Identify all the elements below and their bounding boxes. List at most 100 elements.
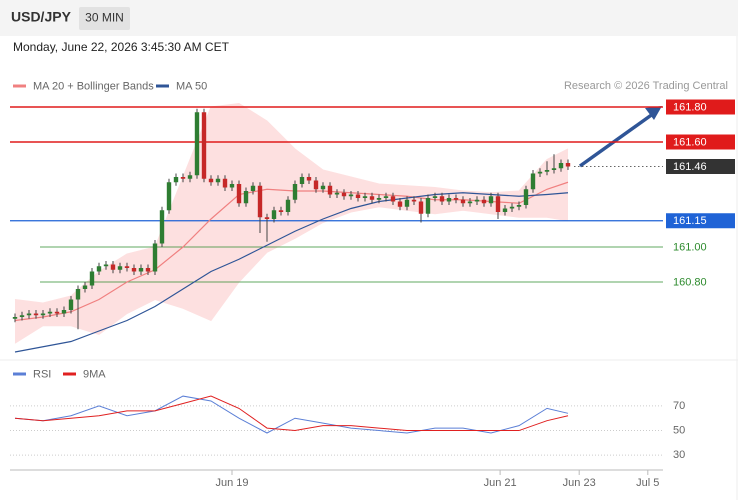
- level-label: 161.00: [673, 241, 707, 253]
- candle-body: [376, 198, 382, 200]
- candle-body: [82, 285, 88, 289]
- interval-button[interactable]: [79, 7, 130, 30]
- candle-body: [236, 184, 242, 204]
- candle-body: [362, 196, 368, 198]
- candle-body: [33, 313, 39, 316]
- bollinger-upper: [14, 102, 569, 304]
- candle-body: [138, 268, 144, 272]
- level-box: [666, 99, 735, 115]
- candle-body: [187, 175, 193, 179]
- level-box: [666, 213, 735, 229]
- candle-body: [523, 189, 529, 205]
- candle-body: [418, 201, 424, 214]
- candle-body: [152, 243, 158, 272]
- level-label: 161.46: [673, 161, 707, 173]
- candle-body: [558, 163, 564, 169]
- rsi-line: [14, 395, 569, 432]
- candle-body: [432, 196, 438, 198]
- candle-body: [390, 196, 396, 202]
- candle-body: [173, 177, 179, 183]
- candle-body: [488, 196, 494, 204]
- level-box: [666, 159, 735, 174]
- rsi-line: [14, 395, 569, 434]
- candle-body: [348, 194, 354, 197]
- candle-body: [327, 185, 333, 195]
- candle-body: [166, 182, 172, 211]
- candle-body: [544, 170, 550, 172]
- candle-body: [75, 289, 81, 300]
- candle-body: [12, 317, 18, 319]
- candle-body: [299, 177, 305, 184]
- candle-body: [292, 184, 298, 200]
- interval[interactable]: 30 MIN: [85, 11, 124, 25]
- candle-body: [446, 198, 452, 202]
- y-tick-label: 30: [673, 449, 685, 461]
- candle-body: [96, 266, 102, 272]
- legend-label: 9MA: [83, 368, 106, 380]
- level-label: 160.80: [673, 276, 707, 288]
- candle-body: [54, 311, 60, 314]
- candle-body: [502, 208, 508, 212]
- x-tick-label: Jun 21: [484, 477, 517, 489]
- candle-body: [439, 196, 445, 202]
- candle-body: [341, 192, 347, 197]
- candle-body: [509, 206, 515, 209]
- candle-body: [243, 191, 249, 204]
- candle-body: [68, 299, 74, 310]
- candle-body: [460, 199, 466, 204]
- candle-body: [467, 201, 473, 204]
- candle-body: [495, 196, 501, 212]
- bollinger-fill: [15, 103, 568, 344]
- legend-label: MA 50: [176, 80, 207, 92]
- level-label: 161.60: [673, 136, 707, 148]
- level-label: 161.80: [673, 101, 707, 113]
- candle-body: [264, 217, 270, 219]
- level-label: 161.15: [673, 215, 707, 227]
- symbol: USD/JPY: [11, 9, 72, 25]
- x-tick-label: Jun 19: [215, 477, 248, 489]
- candle-body: [306, 177, 312, 181]
- timestamp: Monday, June 22, 2026 3:45:30 AM CET: [13, 40, 230, 54]
- candle-body: [215, 178, 221, 183]
- candle-body: [425, 198, 431, 214]
- candle-body: [145, 268, 151, 272]
- credit: Research © 2026 Trading Central: [564, 80, 728, 92]
- candle-body: [47, 311, 53, 314]
- candle-body: [194, 112, 200, 176]
- candle-body: [222, 178, 228, 188]
- candle-body: [334, 192, 340, 195]
- legend-label: RSI: [33, 368, 51, 380]
- candle-body: [124, 266, 130, 268]
- candle-body: [411, 199, 417, 202]
- candle-body: [530, 173, 536, 190]
- candle-body: [369, 196, 375, 200]
- candle-body: [397, 201, 403, 207]
- candle-body: [481, 199, 487, 204]
- candle-body: [383, 196, 389, 198]
- x-tick-label: Jun 23: [563, 477, 596, 489]
- candle-body: [474, 199, 480, 202]
- candle-body: [208, 178, 214, 183]
- candle-body: [320, 185, 326, 190]
- candle-body: [285, 199, 291, 212]
- candle-body: [313, 180, 319, 190]
- candle-body: [180, 177, 186, 179]
- candle-body: [131, 268, 137, 272]
- y-tick-label: 50: [673, 424, 685, 436]
- candle-body: [229, 184, 235, 188]
- arrow-head: [645, 106, 662, 120]
- candle-body: [201, 112, 207, 179]
- candle-body: [89, 271, 95, 286]
- candle-body: [159, 210, 165, 244]
- y-tick-label: 70: [673, 400, 685, 412]
- candle-body: [355, 194, 361, 198]
- x-tick-label: Jul 5: [636, 477, 659, 489]
- candle-body: [19, 315, 25, 317]
- level-box: [666, 134, 735, 150]
- projection-arrow: [578, 109, 659, 168]
- candle-body: [516, 205, 522, 207]
- ma-line: [14, 192, 569, 353]
- candle-body: [404, 199, 410, 207]
